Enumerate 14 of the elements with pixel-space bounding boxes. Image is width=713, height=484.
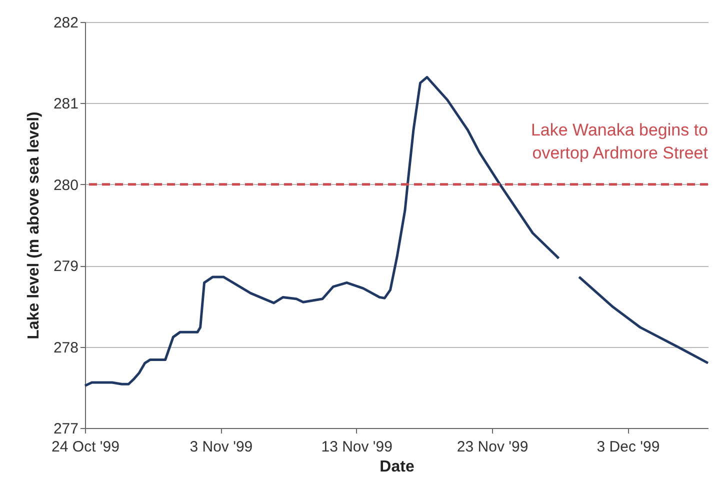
x-tick-label: 13 Nov '99 — [321, 438, 392, 456]
y-axis-title: Lake level (m above sea level) — [25, 112, 42, 340]
y-tick-label: 279 — [53, 258, 78, 276]
y-tick-label: 282 — [53, 14, 78, 32]
y-tick-label: 277 — [53, 420, 78, 438]
x-tick-label: 3 Dec '99 — [596, 438, 660, 456]
ref-line-label: Lake Wanaka begins to overtop Ardmore Street — [530, 120, 708, 162]
x-tick-label: 24 Oct '99 — [52, 438, 120, 456]
y-tick-label: 278 — [53, 339, 78, 356]
y-tick-label: 280 — [53, 176, 78, 194]
x-axis-title: Date — [380, 458, 414, 476]
y-tick-label: 281 — [53, 96, 78, 113]
x-tick-label: 3 Nov '99 — [190, 438, 253, 456]
x-tick-label: 23 Nov '99 — [456, 438, 528, 456]
